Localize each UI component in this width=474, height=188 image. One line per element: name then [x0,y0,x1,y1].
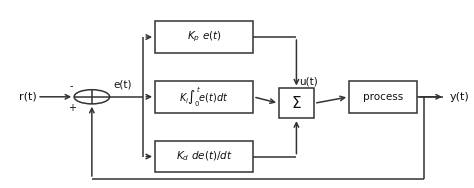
Text: $K_p\ e(t)$: $K_p\ e(t)$ [187,30,221,44]
Text: $K_d\ de(t)/dt$: $K_d\ de(t)/dt$ [176,150,232,163]
FancyBboxPatch shape [155,21,253,53]
Text: y(t): y(t) [449,92,469,102]
Text: u(t): u(t) [299,77,318,86]
Text: $K_i\int_0^t e(t)dt$: $K_i\int_0^t e(t)dt$ [179,85,229,109]
Text: $\Sigma$: $\Sigma$ [291,95,302,111]
FancyBboxPatch shape [349,81,417,113]
Text: +: + [68,103,76,113]
FancyBboxPatch shape [155,81,253,113]
FancyBboxPatch shape [155,141,253,172]
FancyBboxPatch shape [279,88,314,118]
Text: -: - [70,81,73,91]
Text: r(t): r(t) [19,92,37,102]
Text: e(t): e(t) [113,79,132,89]
Text: process: process [363,92,403,102]
